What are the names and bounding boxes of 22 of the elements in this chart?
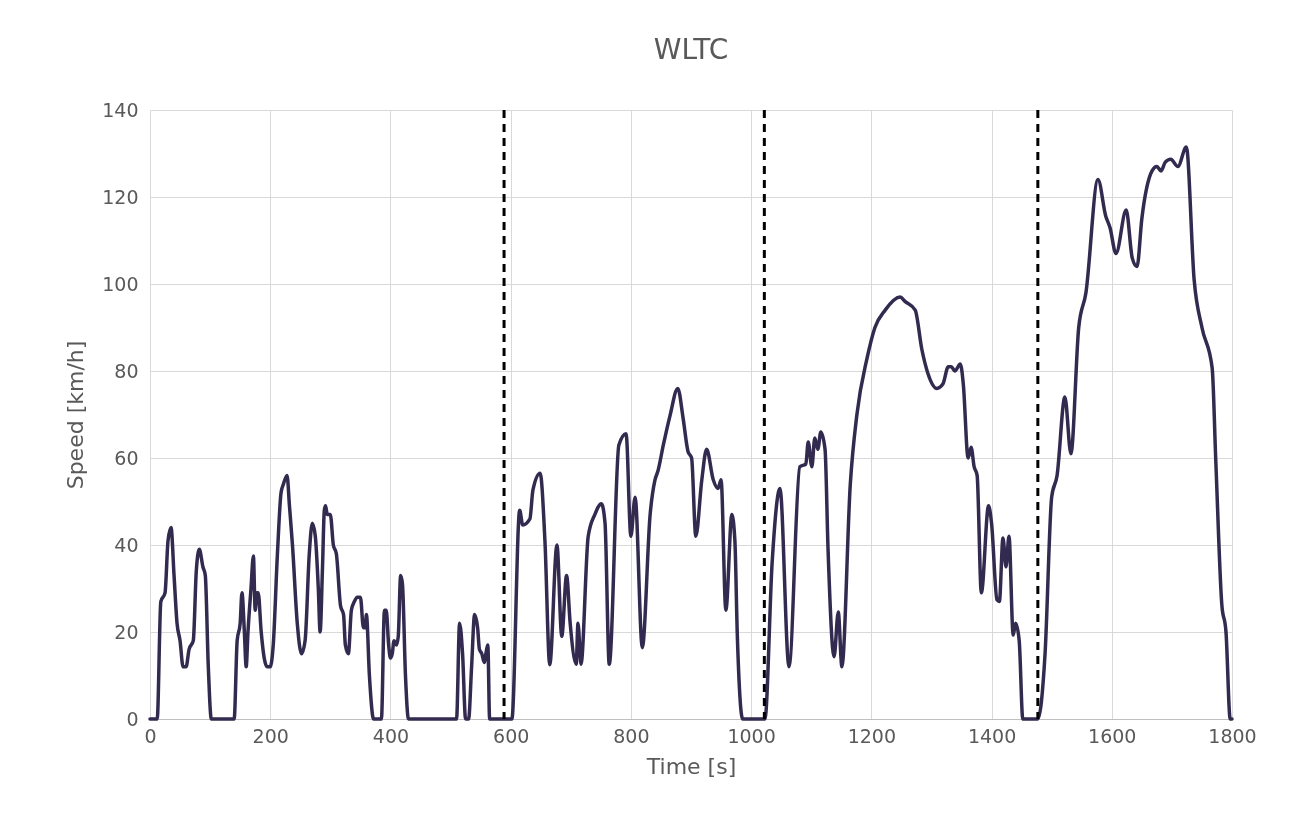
x-tick-label: 800	[613, 724, 650, 747]
x-tick-label: 1800	[1208, 724, 1257, 747]
x-tick-label: 1200	[847, 724, 897, 747]
x-tick-label: 200	[252, 724, 289, 747]
y-tick-label: 140	[102, 98, 139, 121]
x-tick-label: 1000	[727, 724, 776, 747]
y-tick-label: 60	[114, 446, 139, 469]
x-tick-label: 0	[144, 724, 157, 747]
y-axis-title: Speed [km/h]	[63, 340, 89, 490]
chart-title: WLTC	[653, 33, 729, 66]
x-tick-label: 1400	[967, 724, 1017, 747]
y-tick-label: 40	[114, 533, 139, 556]
x-tick-label: 600	[493, 724, 530, 747]
y-tick-label: 100	[102, 272, 139, 295]
line-series	[148, 145, 1234, 721]
x-tick-label: 1600	[1088, 724, 1137, 747]
y-tick-label: 80	[114, 359, 139, 382]
y-tick-label: 0	[126, 707, 139, 730]
y-tick-label: 20	[114, 620, 139, 643]
x-tick-label: 400	[372, 724, 410, 747]
x-axis-title: Time [s]	[645, 753, 737, 779]
y-tick-label: 120	[102, 185, 139, 208]
